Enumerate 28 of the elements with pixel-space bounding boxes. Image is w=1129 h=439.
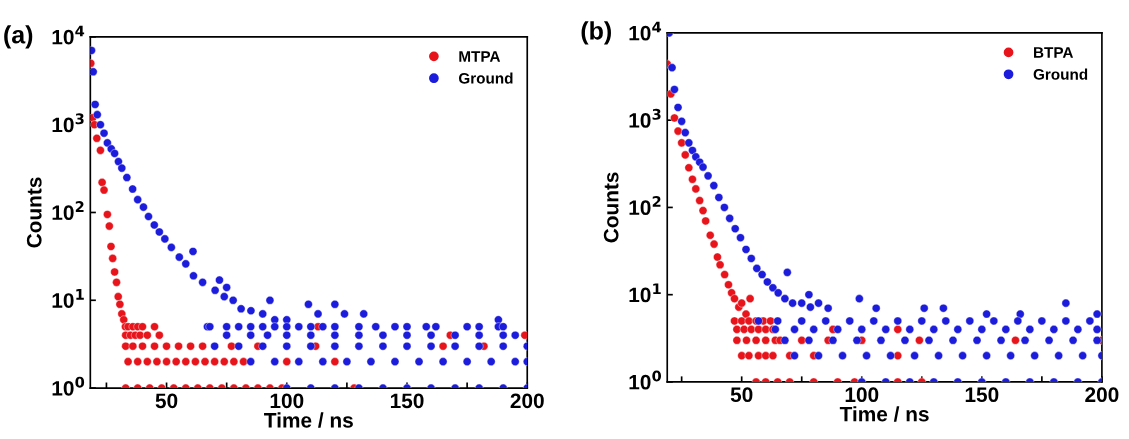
x-tick-label: 100 (845, 387, 879, 403)
y-tick-label: 10$^{0}$ (629, 370, 662, 390)
x-tick-label: 100 (270, 393, 304, 409)
y-tick-label: 10$^{2}$ (629, 196, 661, 216)
y-tick-label: 10$^{4}$ (52, 25, 85, 45)
chart-title: (b) (581, 21, 611, 45)
x-axis-title: Time / ns (839, 406, 929, 422)
legend-label: BTPA (1034, 47, 1074, 58)
y-tick-label: 10$^{0}$ (52, 376, 85, 396)
legend-label: Ground (458, 72, 513, 84)
y-tick-label: 10$^{1}$ (52, 289, 84, 308)
x-tick-label: 50 (155, 393, 178, 409)
y-tick-label: 10$^{3}$ (52, 113, 84, 133)
x-tick-label: 150 (390, 393, 424, 409)
legend-label: MTPA (459, 51, 501, 62)
x-axis-title: Time / ns (264, 412, 353, 428)
y-axis-title: Counts (26, 177, 42, 248)
y-tick-label: 10$^{1}$ (629, 283, 661, 303)
y-tick-label: 10$^{2}$ (52, 201, 84, 221)
y-tick-label: 10$^{4}$ (629, 21, 662, 41)
y-axis-title: Counts (603, 172, 619, 243)
legend-label: Ground (1033, 68, 1088, 80)
x-tick-label: 200 (510, 393, 544, 409)
x-tick-label: 200 (1085, 387, 1119, 403)
chart-title: (a) (4, 25, 33, 49)
x-tick-label: 50 (730, 387, 753, 403)
x-tick-label: 150 (965, 387, 999, 403)
y-tick-label: 10$^{3}$ (629, 108, 661, 128)
